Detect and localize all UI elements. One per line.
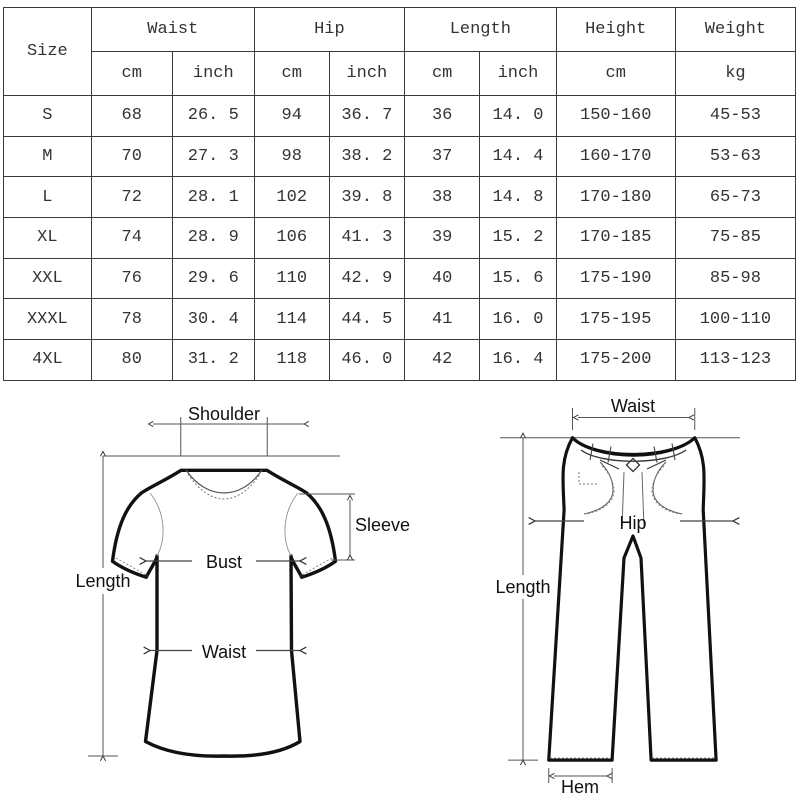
svg-text:Sleeve: Sleeve — [355, 515, 410, 535]
svg-text:Shoulder: Shoulder — [188, 404, 260, 424]
svg-text:Waist: Waist — [611, 396, 655, 416]
svg-text:Hem: Hem — [561, 777, 599, 797]
svg-text:Length: Length — [75, 571, 130, 591]
svg-text:Bust: Bust — [206, 552, 242, 572]
svg-text:Waist: Waist — [202, 642, 246, 662]
svg-text:Hip: Hip — [619, 513, 646, 533]
svg-text:Length: Length — [495, 577, 550, 597]
